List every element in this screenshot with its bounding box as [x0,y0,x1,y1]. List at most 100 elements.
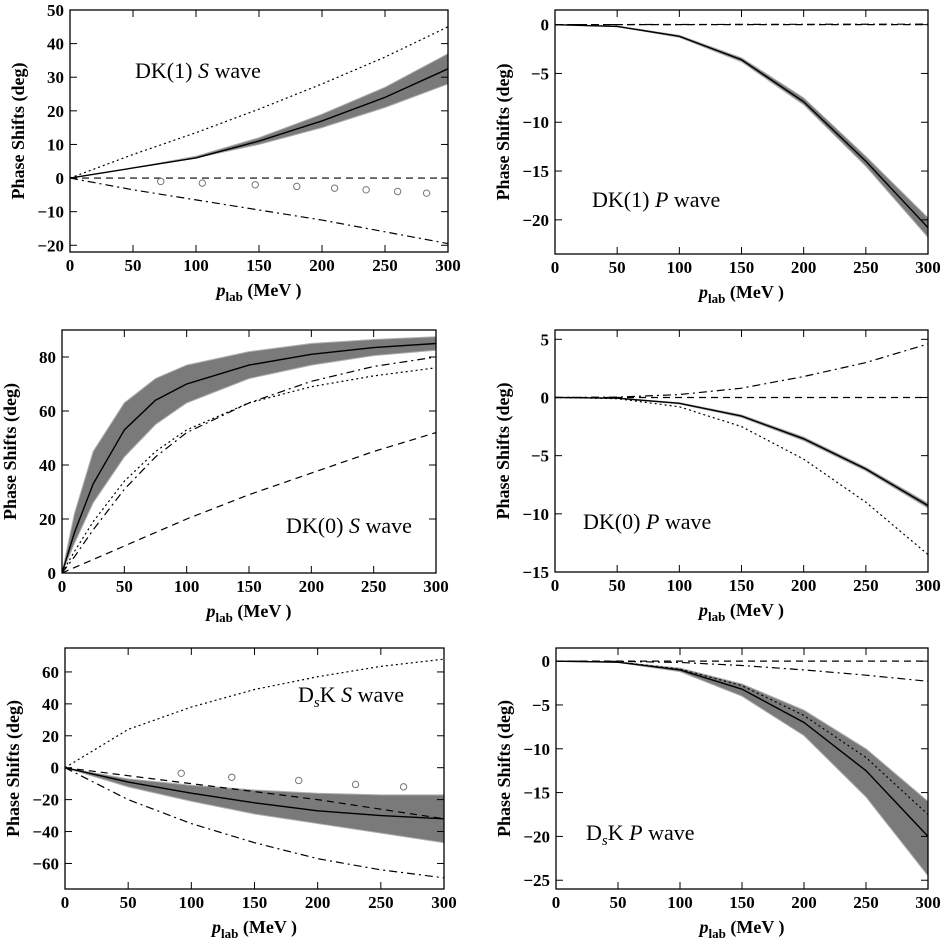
panel-annotation: DsK P wave [586,820,695,849]
uncertainty-band [555,397,928,508]
y-tick-label: −40 [32,823,59,842]
x-tick-label: 150 [729,576,755,595]
y-tick-label: −25 [523,871,550,890]
plot-frame [70,10,448,252]
y-axis-label: Phase Shifts (deg) [8,62,29,199]
x-tick-label: 100 [667,576,693,595]
y-tick-label: −60 [32,854,59,873]
y-tick-label: 5 [541,330,550,349]
x-tick-label: 150 [242,893,268,912]
y-tick-label: 40 [42,695,59,714]
data-point [229,774,235,780]
y-tick-label: 20 [42,727,59,746]
data-point [363,187,369,193]
y-tick-label: −15 [522,162,549,181]
plot-frame [555,10,928,254]
x-axis-label: plab (MeV ) [697,600,784,624]
x-tick-label: 200 [791,258,817,277]
x-tick-label: 50 [116,577,133,596]
y-tick-label: 50 [47,1,64,20]
x-axis-label: plab (MeV ) [697,282,784,306]
data-point [199,180,205,186]
x-axis-label: plab (MeV ) [205,601,292,625]
x-tick-label: 100 [174,577,200,596]
y-tick-label: −20 [522,211,549,230]
x-tick-label: 0 [66,256,75,275]
chart-panel: 0 50 100 150 200 250 300 0 −5 −10 −15 −20 Phase Shif… [493,10,941,306]
x-tick-label: 250 [853,893,879,912]
panel-annotation: DK(0) P wave [583,509,711,534]
series-line-dotted [62,368,436,573]
series-line-dashdot [70,178,448,244]
y-tick-label: 0 [541,388,550,407]
data-point [394,188,400,194]
data-point [178,770,184,776]
x-tick-label: 250 [853,258,879,277]
x-tick-label: 50 [609,258,626,277]
plot-frame [555,330,928,572]
x-tick-label: 50 [125,256,142,275]
y-tick-label: 40 [39,456,56,475]
series-line-dotted [65,659,444,768]
panel-annotation: DK(0) S wave [286,513,412,538]
x-tick-label: 150 [246,256,272,275]
series-line-dashdot [556,661,928,681]
y-tick-label: 0 [56,169,65,188]
y-tick-label: 30 [47,68,64,87]
data-point [400,784,406,790]
panel-annotation: DK(1) S wave [135,58,261,83]
data-point [423,190,429,196]
x-tick-label: 100 [667,893,693,912]
chart-panel: 0 50 100 150 200 250 300 0 20 40 60 80 Phase Shifts … [0,330,449,625]
x-tick-label: 200 [305,893,331,912]
panel-annotation: DsK S wave [298,682,404,711]
x-tick-label: 150 [729,893,755,912]
y-axis-label: Phase Shifts (deg) [493,382,514,519]
y-tick-label: −15 [522,563,549,582]
data-point [352,781,358,787]
uncertainty-band [65,768,444,843]
x-axis-label: plab (MeV ) [210,917,297,941]
y-axis-label: Phase Shifts (deg) [3,700,24,837]
y-tick-label: 0 [541,16,550,35]
x-tick-label: 250 [368,893,394,912]
x-tick-label: 300 [915,258,941,277]
x-tick-label: 150 [729,258,755,277]
x-tick-label: 50 [609,576,626,595]
x-axis-label: plab (MeV ) [698,917,785,941]
data-point [252,182,258,188]
y-tick-label: 80 [39,348,56,367]
y-tick-label: 40 [47,35,64,54]
y-tick-label: −10 [522,505,549,524]
x-tick-label: 200 [791,576,817,595]
x-tick-label: 250 [853,576,879,595]
x-tick-label: 100 [183,256,209,275]
y-tick-label: 10 [47,135,64,154]
x-tick-label: 250 [372,256,398,275]
x-tick-label: 300 [435,256,461,275]
x-tick-label: 200 [299,577,325,596]
x-tick-label: 0 [58,577,67,596]
y-axis-label: Phase Shifts (deg) [0,383,21,520]
y-tick-label: 0 [542,652,551,671]
x-axis-label: plab (MeV ) [215,280,302,304]
series-line-solid [555,397,928,505]
x-tick-label: 50 [120,893,137,912]
x-tick-label: 300 [915,576,941,595]
x-tick-label: 0 [61,893,70,912]
y-tick-label: −20 [32,791,59,810]
chart-panel: 0 50 100 150 200 250 3006040200−20−40−60Phase … [3,648,457,941]
x-tick-label: 300 [431,893,457,912]
series-line-dashdot [555,344,928,398]
chart-panel: 0 50 100 150 200 250 3000−5−10−15−20−25Phase S… [494,648,941,941]
y-axis-label: Phase Shifts (deg) [494,700,515,837]
y-tick-label: −20 [37,236,64,255]
x-tick-label: 100 [179,893,205,912]
y-tick-label: 60 [42,663,59,682]
x-tick-label: 200 [309,256,335,275]
y-tick-label: −10 [523,740,550,759]
x-tick-label: 50 [610,893,627,912]
x-tick-label: 150 [236,577,262,596]
